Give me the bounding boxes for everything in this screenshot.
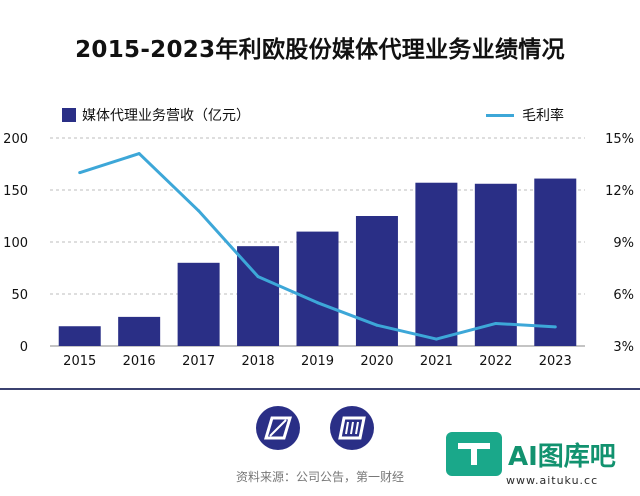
y-right-tick-label: 6% — [613, 288, 634, 303]
x-tick-label: 2020 — [360, 354, 393, 369]
legend-line-item: 毛利率 — [486, 105, 564, 125]
legend-line-swatch — [486, 113, 514, 117]
line-point — [197, 209, 201, 213]
x-tick-label: 2015 — [63, 354, 96, 369]
y-right-tick-label: 15% — [605, 132, 634, 147]
line-point — [78, 171, 82, 175]
line-point — [256, 275, 260, 279]
line-point — [316, 301, 319, 305]
line-point — [434, 337, 438, 341]
x-tick-label: 2021 — [420, 354, 453, 369]
legend-line-label: 毛利率 — [522, 108, 564, 124]
line-point — [494, 321, 498, 325]
bar — [118, 316, 161, 346]
chart-title: 2015-2023年利欧股份媒体代理业务业绩情况 — [75, 37, 565, 63]
legend-bar-item: 媒体代理业务营收（亿元） — [62, 105, 250, 125]
x-tick-label: 2017 — [182, 354, 215, 369]
x-tick-label: 2019 — [301, 354, 334, 369]
y-right-tick-label: 3% — [613, 340, 634, 355]
x-tick-label: 2016 — [123, 354, 156, 369]
publisher-logo-right — [330, 406, 374, 450]
bar — [474, 183, 517, 346]
publisher-logo-left — [256, 406, 300, 450]
y-left-tick-label: 50 — [11, 288, 28, 303]
columns-icon — [338, 416, 366, 440]
watermark-url: www.aituku.cc — [506, 474, 599, 487]
watermark-text: AI图库吧 — [508, 441, 616, 472]
x-tick-label: 2023 — [539, 354, 572, 369]
bar — [415, 182, 458, 346]
line-point — [553, 325, 557, 329]
chart-plot: 0 50 100 150 200 3% 6% 9% 12% 15% 2015 2016 2017 2018… — [3, 132, 634, 369]
bar — [296, 231, 339, 346]
legend-bar-swatch — [62, 108, 76, 122]
watermark: AI图库吧 — [446, 432, 616, 476]
bar — [58, 326, 101, 346]
y-left-tick-label: 100 — [3, 236, 28, 251]
bar — [177, 262, 220, 346]
y-left-tick-label: 150 — [3, 184, 28, 199]
line-point — [137, 152, 141, 156]
footer-divider — [0, 388, 640, 390]
slanted-frame-icon — [264, 416, 292, 440]
line-point — [375, 323, 379, 327]
y-left-tick-label: 0 — [20, 340, 28, 355]
y-left-tick-label: 200 — [3, 132, 28, 147]
watermark-logo-icon — [446, 432, 502, 476]
source-note: 资料来源：公司公告，第一财经 — [235, 470, 404, 484]
legend-bar-label: 媒体代理业务营收（亿元） — [82, 108, 250, 124]
x-tick-label: 2018 — [242, 354, 275, 369]
y-right-tick-label: 12% — [605, 184, 634, 199]
x-tick-label: 2022 — [479, 354, 512, 369]
y-right-tick-label: 9% — [613, 236, 634, 251]
bar — [534, 178, 577, 346]
